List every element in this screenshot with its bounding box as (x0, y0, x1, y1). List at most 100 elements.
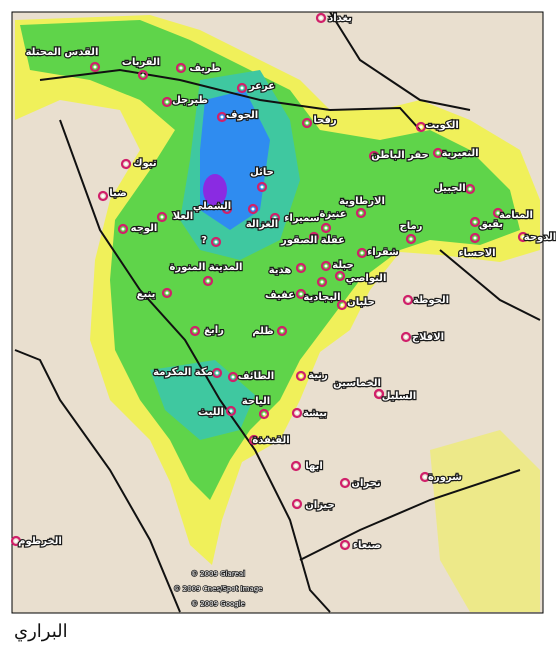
city-marker (269, 212, 281, 224)
city-marker-center (343, 481, 347, 485)
city-marker (368, 150, 380, 162)
city-marker-center (215, 371, 219, 375)
city-marker (339, 477, 351, 489)
city-layer: بغداد القدس المحتلة القريات طريف طبرجل عرعر ال… (10, 12, 556, 552)
city-marker (517, 231, 529, 243)
credit: © 2009 Cnes/Spot Image (174, 585, 263, 593)
rain-moderate (20, 20, 520, 500)
city-label: الباحة (242, 396, 270, 407)
city-label: شرورة (428, 472, 462, 483)
city-marker-center (360, 251, 364, 255)
city-marker-center (294, 464, 298, 468)
city-marker-center (260, 185, 264, 189)
city-label: الطائف (238, 371, 274, 382)
city-marker (258, 408, 270, 420)
city-label: حلبان (347, 297, 375, 308)
city-marker-center (229, 409, 233, 413)
city-label: الخماسين (333, 378, 381, 389)
city-marker-center (165, 100, 169, 104)
city-marker-center (343, 543, 347, 547)
city-label: عرعر (248, 81, 275, 92)
city-marker (469, 216, 481, 228)
city-marker-center (299, 374, 303, 378)
city-label: الدوحة (524, 232, 556, 243)
city-label: الكويت (425, 120, 459, 131)
city-label: الخرطوم (18, 536, 62, 547)
credits: © 2009 Glareal © 2009 Cnes/Spot Image © … (173, 569, 264, 609)
city-label: رابغ (204, 325, 224, 336)
city-label: عفيف (265, 290, 295, 301)
city-label: شقراء (367, 247, 399, 258)
city-label: هدية (269, 265, 292, 276)
city-marker-center (225, 207, 229, 211)
city-marker-center (324, 264, 328, 268)
city-marker-center (340, 303, 344, 307)
city-marker-center (496, 211, 500, 215)
city-label: بقيق (479, 219, 503, 230)
city-marker-center (312, 235, 316, 239)
city-marker-center (160, 215, 164, 219)
city-marker-center (299, 292, 303, 296)
city-marker-center (252, 438, 256, 442)
city-marker-center (240, 86, 244, 90)
city-marker-center (299, 266, 303, 270)
city-marker (221, 203, 233, 215)
credit: © 2009 Glareal (191, 570, 245, 578)
rain-light (430, 430, 540, 612)
city-label: رفحا (313, 115, 337, 126)
city-label: طبرجل (172, 95, 208, 106)
city-label: بغداد (328, 13, 352, 24)
city-marker-center (409, 237, 413, 241)
city-marker (301, 117, 313, 129)
city-label: الغزالة (246, 219, 278, 230)
city-label: جبلة (332, 260, 353, 271)
city-label: نجران (351, 478, 380, 489)
city-label: بيشة (303, 408, 327, 419)
city-marker (189, 325, 201, 337)
city-marker (97, 190, 109, 202)
city-marker (202, 275, 214, 287)
city-marker (291, 498, 303, 510)
city-marker (120, 158, 132, 170)
city-label: رماح (400, 221, 423, 232)
city-marker (247, 203, 259, 215)
city-marker-center (295, 411, 299, 415)
city-marker (89, 61, 101, 73)
city-marker-center (305, 121, 309, 125)
city-marker (117, 223, 129, 235)
city-marker (308, 231, 320, 243)
city-label: الوجه (131, 223, 158, 234)
city-marker-center (320, 280, 324, 284)
city-label: رنية (308, 370, 328, 381)
city-marker (320, 260, 332, 272)
city-marker (236, 82, 248, 94)
city-marker-center (324, 226, 328, 230)
city-marker-center (436, 151, 440, 155)
city-marker (355, 207, 367, 219)
city-label: الليث (198, 407, 224, 418)
city-label: عنيزة (319, 209, 346, 220)
city-marker-center (319, 16, 323, 20)
city-label: ابها (305, 461, 323, 472)
city-label: النعيرية (441, 148, 478, 159)
city-marker (156, 211, 168, 223)
city-marker (315, 12, 327, 24)
city-label: مكة المكرمة (153, 367, 213, 378)
city-label: ظلم (252, 326, 273, 337)
city-marker (295, 262, 307, 274)
city-marker (227, 371, 239, 383)
credit: © 2009 Google (191, 600, 245, 608)
city-label: الجوف (226, 110, 258, 121)
city-marker (320, 222, 332, 234)
city-label: الحوطة (413, 295, 449, 306)
city-marker-center (473, 236, 477, 240)
city-marker-center (101, 194, 105, 198)
city-marker-center (141, 73, 145, 77)
city-label: المنامة (499, 210, 533, 221)
city-label: القريات (122, 57, 160, 68)
city-marker-center (473, 220, 477, 224)
city-marker-center (231, 375, 235, 379)
city-marker (256, 181, 268, 193)
city-marker-center (423, 475, 427, 479)
